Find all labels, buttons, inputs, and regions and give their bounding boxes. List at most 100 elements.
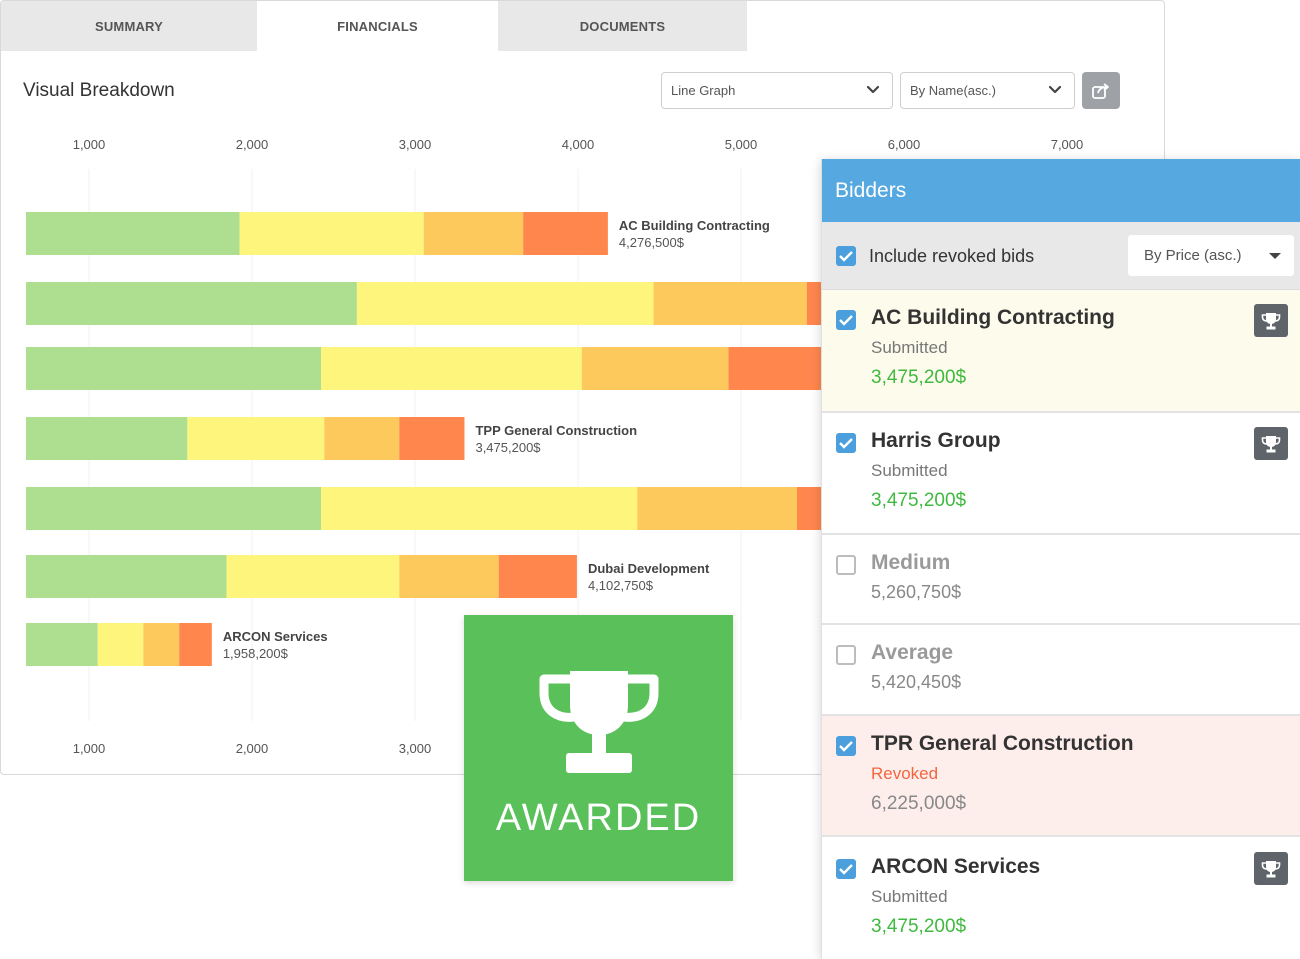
caret-down-icon xyxy=(1269,253,1281,259)
chevron-down-icon xyxy=(1048,85,1062,94)
bar-segment xyxy=(321,487,638,530)
bidder-name: Average xyxy=(871,641,954,664)
bidder-row[interactable]: AC Building Contracting Submitted 3,475,… xyxy=(822,290,1300,413)
price-sort-select[interactable]: By Price (asc.) xyxy=(1128,235,1294,276)
bar-segment xyxy=(321,347,582,390)
award-button[interactable] xyxy=(1254,304,1288,337)
bar-segment xyxy=(26,623,98,666)
sort-value: By Name(asc.) xyxy=(910,83,996,98)
bidder-price: 3,475,200$ xyxy=(871,490,967,511)
bidder-price: 5,420,450$ xyxy=(871,672,962,692)
sort-select[interactable]: By Name(asc.) xyxy=(900,72,1075,109)
check-icon xyxy=(839,864,853,875)
tab-financials[interactable]: FINANCIALS xyxy=(257,1,498,51)
tab-bar: SUMMARY FINANCIALS DOCUMENTS xyxy=(1,1,1164,51)
trophy-icon xyxy=(1261,860,1281,877)
bidder-checkbox[interactable] xyxy=(836,433,856,453)
check-icon xyxy=(839,315,853,326)
bar-segment xyxy=(423,212,524,255)
price-sort-value: By Price (asc.) xyxy=(1144,247,1242,264)
bar-segment xyxy=(26,487,322,530)
bar-segment xyxy=(356,282,654,325)
bidder-name: Harris Group xyxy=(871,429,1001,452)
include-revoked-label: Include revoked bids xyxy=(869,246,1035,266)
bar-label: TPP General Construction xyxy=(475,423,637,438)
bar-segment xyxy=(143,623,180,666)
bar-value-label: 4,276,500$ xyxy=(619,235,685,250)
bidder-row[interactable]: TPR General Construction Revoked 6,225,0… xyxy=(822,716,1300,837)
bar-segment xyxy=(26,555,227,598)
bar-segment xyxy=(523,212,608,255)
bidder-price: 3,475,200$ xyxy=(871,916,967,937)
bidder-name: ARCON Services xyxy=(871,855,1041,878)
bar-label: ARCON Services xyxy=(223,629,328,644)
bar-segment xyxy=(239,212,424,255)
bar-segment xyxy=(728,347,827,390)
breakdown-chart: 1,000 2,000 3,000 4,000 5,000 6,000 7,000 1,000… xyxy=(26,137,1083,756)
x-tick-label-bottom: 1,000 xyxy=(73,741,106,756)
bidder-row[interactable]: Harris Group Submitted 3,475,200$ xyxy=(822,413,1300,535)
bar-segment xyxy=(581,347,729,390)
x-tick-label-bottom: 3,000 xyxy=(399,741,432,756)
bar-segment xyxy=(97,623,144,666)
bidder-checkbox[interactable] xyxy=(836,736,856,756)
section-title: Visual Breakdown xyxy=(23,80,175,101)
award-button[interactable] xyxy=(1254,427,1288,460)
bidder-row[interactable]: Average 5,420,450$ xyxy=(822,625,1300,716)
bar-value-label: 1,958,200$ xyxy=(223,646,289,661)
bar-segment xyxy=(26,212,240,255)
bidder-checkbox[interactable] xyxy=(836,859,856,879)
share-button[interactable] xyxy=(1082,72,1120,109)
bidder-status: Submitted xyxy=(871,887,948,906)
check-icon xyxy=(839,438,853,449)
bidder-price: 6,225,000$ xyxy=(871,793,967,814)
bidder-name: AC Building Contracting xyxy=(871,306,1115,329)
check-icon xyxy=(839,251,853,262)
bidder-checkbox[interactable] xyxy=(836,645,856,665)
bidder-price: 5,260,750$ xyxy=(871,582,962,602)
graph-type-select[interactable]: Line Graph xyxy=(661,72,893,109)
bar-label: AC Building Contracting xyxy=(619,218,770,233)
bar-segment xyxy=(399,417,465,460)
bidders-panel: Bidders Include revoked bids By Price (a… xyxy=(821,159,1300,959)
bar-segment xyxy=(26,417,188,460)
x-tick-label-bottom: 2,000 xyxy=(236,741,269,756)
x-tick-label-top: 1,000 xyxy=(73,137,106,152)
x-tick-label-top: 3,000 xyxy=(399,137,432,152)
bar-segment xyxy=(179,623,212,666)
tab-documents[interactable]: DOCUMENTS xyxy=(498,1,747,51)
bidder-status: Submitted xyxy=(871,338,948,357)
bar-value-label: 4,102,750$ xyxy=(588,578,654,593)
bidder-name: TPR General Construction xyxy=(871,732,1134,755)
bidder-row[interactable]: Medium 5,260,750$ xyxy=(822,535,1300,625)
trophy-icon xyxy=(1261,435,1281,452)
x-tick-label-top: 2,000 xyxy=(236,137,269,152)
include-revoked-checkbox[interactable] xyxy=(836,246,856,266)
bar-segment xyxy=(226,555,400,598)
bidder-checkbox[interactable] xyxy=(836,555,856,575)
awarded-badge: AWARDED xyxy=(464,615,733,881)
tab-summary[interactable]: SUMMARY xyxy=(1,1,257,51)
bidders-title: Bidders xyxy=(822,159,1300,222)
bidder-row[interactable]: ARCON Services Submitted 3,475,200$ xyxy=(822,837,1300,959)
bidder-name: Medium xyxy=(871,551,951,574)
x-tick-label-top: 6,000 xyxy=(888,137,921,152)
award-button[interactable] xyxy=(1254,852,1288,885)
bidder-checkbox[interactable] xyxy=(836,310,856,330)
bidder-price: 3,475,200$ xyxy=(871,367,967,388)
bar-segment xyxy=(187,417,325,460)
check-icon xyxy=(839,741,853,752)
bar-value-label: 3,475,200$ xyxy=(475,440,541,455)
bar-segment xyxy=(498,555,577,598)
awarded-label: AWARDED xyxy=(495,797,702,839)
chevron-down-icon xyxy=(866,85,880,94)
x-tick-label-top: 4,000 xyxy=(562,137,595,152)
bar-label: Dubai Development xyxy=(588,561,710,576)
bar-segment xyxy=(637,487,797,530)
bar-segment xyxy=(399,555,499,598)
graph-type-value: Line Graph xyxy=(671,83,736,98)
bidders-filter-bar: Include revoked bids By Price (asc.) xyxy=(822,222,1300,290)
bar-segment xyxy=(26,347,322,390)
share-icon xyxy=(1092,82,1109,99)
bar-segment xyxy=(324,417,400,460)
